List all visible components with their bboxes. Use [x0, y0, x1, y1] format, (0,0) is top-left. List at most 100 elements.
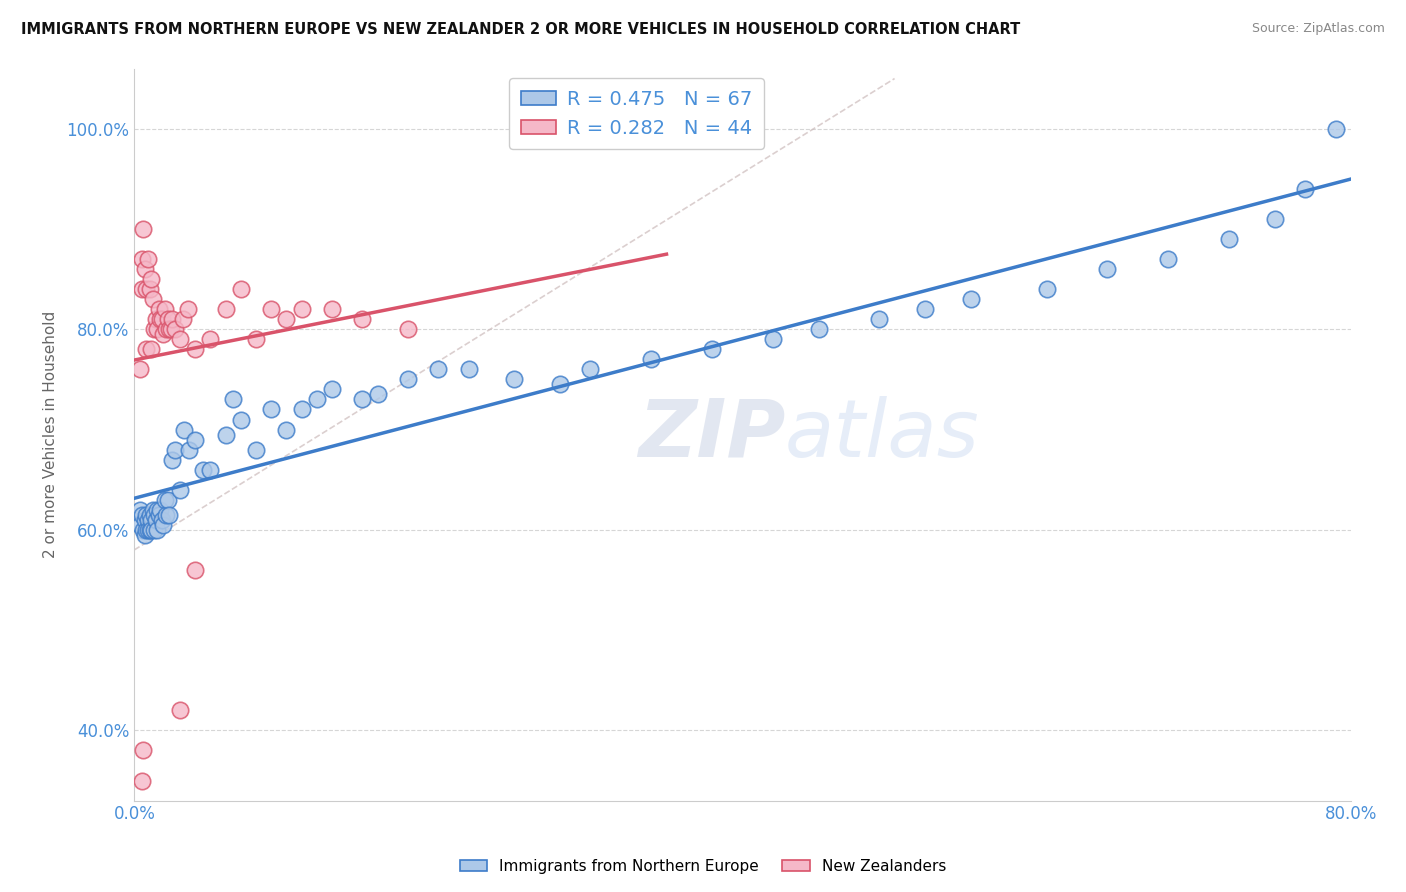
Point [152, 327, 174, 342]
Text: atlas: atlas [785, 395, 980, 474]
Point [132, 222, 155, 236]
Point [143, 523, 166, 537]
Point [138, 508, 160, 522]
Point [159, 322, 181, 336]
Point [700, 343, 723, 357]
Point [276, 423, 298, 437]
Point [367, 387, 389, 401]
Point [222, 392, 245, 407]
Point [169, 332, 191, 346]
Point [172, 312, 194, 326]
Point [169, 483, 191, 497]
Point [169, 703, 191, 717]
Point [143, 508, 166, 522]
Point [136, 252, 159, 266]
Point [142, 503, 165, 517]
Point [1218, 232, 1240, 246]
Point [162, 312, 184, 326]
Point [129, 362, 152, 376]
Point [321, 383, 343, 397]
Point [352, 392, 374, 407]
Point [260, 302, 283, 317]
Point [184, 433, 207, 447]
Point [156, 492, 179, 507]
Point [245, 442, 267, 457]
Point [1324, 121, 1347, 136]
Point [200, 463, 222, 477]
Point [165, 442, 187, 457]
Point [138, 523, 160, 537]
Point [131, 773, 153, 788]
Point [135, 523, 157, 537]
Point [152, 517, 174, 532]
Point [148, 508, 170, 522]
Point [139, 272, 162, 286]
Point [290, 402, 312, 417]
Point [321, 302, 343, 317]
Point [177, 442, 200, 457]
Point [146, 503, 169, 517]
Point [134, 528, 156, 542]
Point [229, 282, 252, 296]
Point [1157, 252, 1180, 266]
Point [762, 332, 785, 346]
Point [229, 412, 252, 426]
Point [138, 282, 160, 296]
Point [276, 312, 298, 326]
Point [136, 513, 159, 527]
Point [139, 343, 162, 357]
Point [173, 423, 195, 437]
Point [153, 492, 176, 507]
Text: Source: ZipAtlas.com: Source: ZipAtlas.com [1251, 22, 1385, 36]
Text: ZIP: ZIP [638, 395, 785, 474]
Point [132, 743, 155, 757]
Point [145, 312, 167, 326]
Point [150, 513, 173, 527]
Point [131, 252, 153, 266]
Point [579, 362, 602, 376]
Point [129, 503, 152, 517]
Point [155, 508, 177, 522]
Point [165, 322, 187, 336]
Point [142, 292, 165, 306]
Point [548, 377, 571, 392]
Point [135, 343, 157, 357]
Point [150, 312, 173, 326]
Point [184, 563, 207, 577]
Point [396, 322, 419, 336]
Legend: R = 0.475   N = 67, R = 0.282   N = 44: R = 0.475 N = 67, R = 0.282 N = 44 [509, 78, 765, 149]
Point [184, 343, 207, 357]
Point [149, 312, 172, 326]
Point [214, 427, 236, 442]
Point [200, 332, 222, 346]
Point [145, 513, 167, 527]
Y-axis label: 2 or more Vehicles in Household: 2 or more Vehicles in Household [44, 311, 58, 558]
Point [131, 282, 153, 296]
Legend: Immigrants from Northern Europe, New Zealanders: Immigrants from Northern Europe, New Zea… [454, 853, 952, 880]
Point [146, 322, 169, 336]
Point [396, 372, 419, 386]
Point [129, 517, 152, 532]
Point [135, 508, 157, 522]
Point [131, 508, 153, 522]
Point [191, 463, 214, 477]
Point [959, 292, 981, 306]
Point [1035, 282, 1057, 296]
Point [155, 322, 177, 336]
Point [807, 322, 830, 336]
Point [305, 392, 328, 407]
Point [1264, 211, 1286, 226]
Point [914, 302, 936, 317]
Point [132, 523, 155, 537]
Point [156, 312, 179, 326]
Point [143, 322, 166, 336]
Point [1097, 262, 1119, 277]
Point [134, 262, 156, 277]
Point [260, 402, 283, 417]
Point [157, 322, 180, 336]
Point [176, 302, 198, 317]
Point [162, 452, 184, 467]
Point [136, 523, 159, 537]
Point [214, 302, 236, 317]
Point [139, 513, 162, 527]
